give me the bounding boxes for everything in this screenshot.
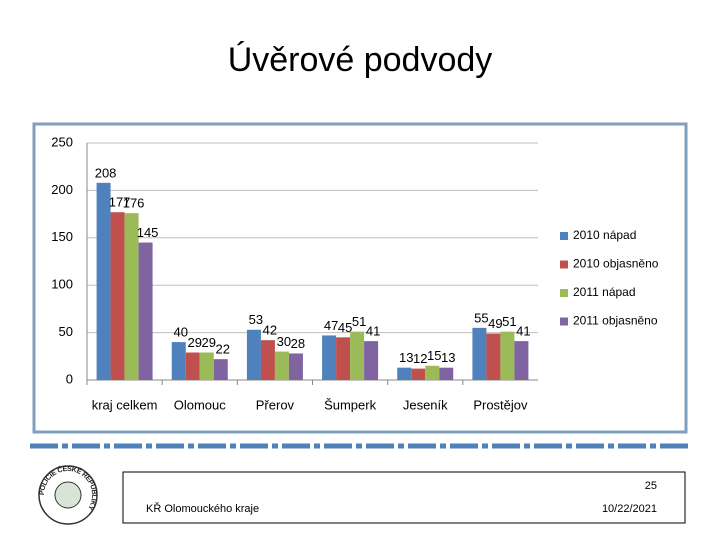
bar: [486, 333, 501, 380]
bar: [246, 329, 261, 380]
data-label: 13: [399, 350, 413, 365]
y-tick-label: 250: [51, 134, 73, 149]
y-tick-label: 150: [51, 229, 73, 244]
bar: [336, 337, 351, 380]
data-label: 13: [441, 350, 455, 365]
data-label: 53: [249, 312, 263, 327]
bar: [472, 327, 487, 380]
data-label: 177: [109, 195, 131, 210]
bar: [171, 342, 186, 380]
bar: [138, 242, 153, 380]
bar: [288, 353, 303, 380]
bar: [260, 340, 275, 380]
bar: [439, 367, 454, 380]
data-label: 29: [188, 335, 202, 350]
x-tick-label: kraj celkem: [92, 397, 158, 412]
data-label: 30: [277, 334, 291, 349]
data-label: 41: [516, 324, 530, 339]
bar: [110, 212, 125, 380]
legend-swatch: [560, 260, 568, 269]
y-tick-label: 200: [51, 182, 73, 197]
data-label: 22: [216, 342, 230, 357]
data-label: 176: [123, 196, 145, 211]
data-label: 42: [263, 323, 277, 338]
legend-label: 2010 objasněno: [573, 257, 659, 271]
data-label: 145: [137, 225, 159, 240]
x-tick-label: Šumperk: [324, 397, 377, 412]
page-number: 25: [645, 480, 657, 492]
footer-org: KŘ Olomouckého kraje: [146, 502, 259, 515]
bar: [364, 341, 379, 380]
data-label: 55: [474, 310, 488, 325]
bar: [500, 331, 515, 380]
y-tick-label: 50: [59, 324, 73, 339]
data-label: 12: [413, 351, 427, 366]
bar: [185, 352, 200, 380]
x-tick-label: Olomouc: [174, 397, 227, 412]
bar: [425, 365, 440, 380]
legend-label: 2011 objasněno: [573, 314, 658, 328]
data-label: 47: [324, 318, 338, 333]
data-label: 49: [488, 316, 502, 331]
data-label: 51: [502, 314, 516, 329]
data-label: 208: [95, 165, 117, 180]
bar: [350, 331, 365, 380]
bar: [411, 368, 426, 380]
data-label: 41: [366, 324, 380, 339]
data-label: 40: [174, 325, 188, 340]
y-tick-label: 0: [66, 371, 73, 386]
legend-label: 2010 nápad: [573, 228, 636, 242]
data-label: 15: [427, 348, 441, 363]
data-label: 29: [202, 335, 216, 350]
bar: [274, 351, 289, 380]
legend-label: 2011 nápad: [573, 285, 636, 299]
bar: [213, 359, 228, 380]
bar: [124, 213, 139, 380]
x-tick-label: Jeseník: [403, 397, 448, 412]
bar: [96, 182, 111, 380]
x-tick-label: Přerov: [256, 397, 295, 412]
bar: [514, 341, 529, 380]
legend-swatch: [560, 232, 568, 240]
data-label: 51: [352, 314, 366, 329]
footer-box: [122, 471, 686, 524]
y-tick-label: 100: [51, 277, 73, 292]
slide-title: Úvěrové podvody: [228, 41, 493, 79]
legend-swatch: [560, 289, 568, 297]
bar: [322, 335, 337, 380]
data-label: 28: [291, 336, 305, 351]
logo-star: [54, 481, 82, 509]
x-tick-label: Prostějov: [473, 397, 528, 412]
bar: [199, 352, 214, 380]
data-label: 45: [338, 320, 352, 335]
bar: [397, 367, 412, 380]
legend-swatch: [560, 317, 568, 326]
footer-date: 10/22/2021: [602, 503, 657, 515]
